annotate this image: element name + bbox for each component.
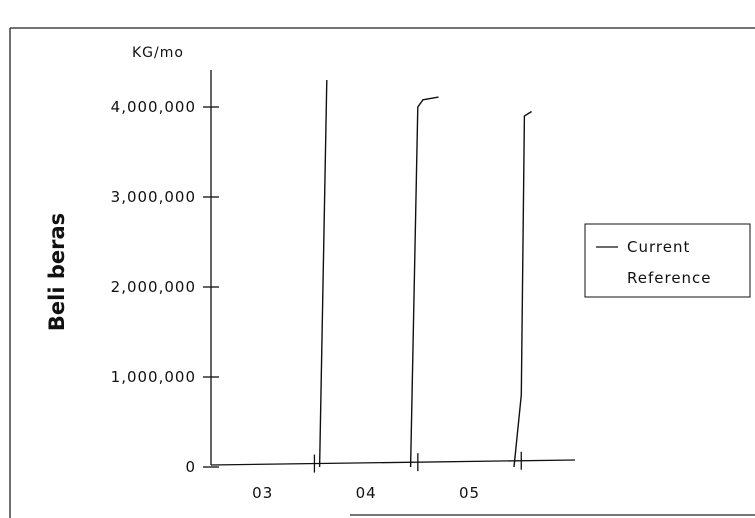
y-tick-label: 4,000,000 [111, 98, 196, 116]
legend-label-current: Current [627, 238, 690, 256]
series-line [318, 79, 328, 468]
y-unit-label: KG/mo [132, 45, 184, 61]
x-tick-label: 05 [459, 484, 480, 502]
series-lines [318, 79, 532, 468]
y-tick-label: 1,000,000 [111, 368, 196, 386]
y-axis-title: Beli beras [45, 213, 69, 331]
y-tick-label: 3,000,000 [111, 188, 196, 206]
series-line [513, 110, 532, 468]
x-tick-label: 03 [252, 484, 273, 502]
legend: Current Reference [584, 223, 751, 298]
x-tick-label: 04 [356, 484, 377, 502]
y-ticks: 0 1,000,000 2,000,000 3,000,000 4,000,000 [111, 98, 219, 476]
y-tick-label: 0 [185, 458, 196, 476]
x-axis [210, 459, 576, 466]
legend-label-reference: Reference [627, 269, 712, 287]
legend-box [584, 223, 751, 298]
series-line [409, 96, 439, 468]
y-tick-label: 2,000,000 [111, 278, 196, 296]
x-ticks: 03 04 05 [252, 451, 522, 502]
